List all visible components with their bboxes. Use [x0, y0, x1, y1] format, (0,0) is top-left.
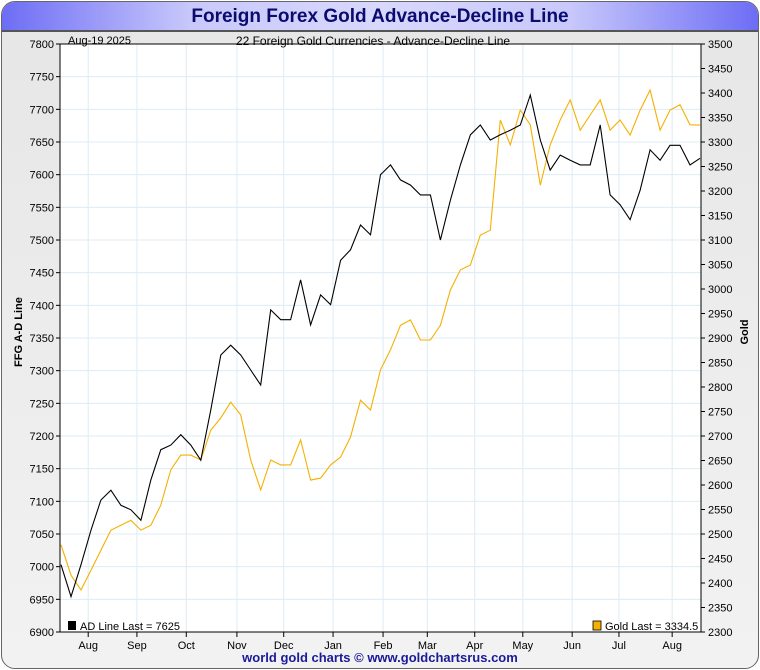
y-right-tick-label: 2350: [708, 603, 732, 615]
x-tick-label: Jan: [324, 640, 342, 652]
y-right-tick-label: 2750: [708, 407, 732, 419]
y-right-tick-label: 2650: [708, 456, 732, 468]
y-right-tick-label: 3350: [708, 113, 732, 125]
y-right-tick-label: 2900: [708, 333, 732, 345]
y-left-tick-label: 7400: [30, 300, 54, 312]
x-tick-label: Mar: [418, 640, 437, 652]
date-label: Aug-19 2025: [68, 35, 131, 47]
y-right-tick-label: 3450: [708, 64, 732, 76]
y-left-tick-label: 6950: [30, 594, 54, 606]
y-right-tick-label: 3050: [708, 260, 732, 272]
plot-border: [59, 43, 702, 633]
y-left-tick-label: 7350: [30, 333, 54, 345]
y-left-tick-label: 7200: [30, 431, 54, 443]
y-right-tick-label: 2600: [708, 480, 732, 492]
y-left-tick-label: 7250: [30, 398, 54, 410]
y-left-tick-label: 7600: [30, 170, 54, 182]
series-line-ad-line: [60, 92, 701, 599]
x-tick-label: Feb: [374, 640, 393, 652]
y-right-axis-label: Gold: [739, 319, 751, 344]
legend-ad-line: AD Line Last = 7625: [80, 621, 180, 633]
y-left-tick-label: 7800: [30, 39, 54, 51]
y-left-tick-label: 7300: [30, 366, 54, 378]
footer-credit: world gold charts © www.goldchartsrus.co…: [242, 650, 518, 665]
x-tick-label: Apr: [466, 640, 483, 652]
y-right-tick-label: 2800: [708, 382, 732, 394]
x-tick-label: May: [512, 640, 533, 652]
y-right-tick-label: 3150: [708, 211, 732, 223]
y-right-tick-label: 2400: [708, 578, 732, 590]
y-left-tick-label: 7050: [30, 529, 54, 541]
y-right-tick-label: 3000: [708, 284, 732, 296]
y-right-tick-label: 3500: [708, 39, 732, 51]
y-left-tick-label: 7700: [30, 104, 54, 116]
y-right-tick-label: 2700: [708, 431, 732, 443]
chart-main-title: Foreign Forex Gold Advance-Decline Line: [191, 6, 569, 27]
y-right-tick-label: 3400: [708, 88, 732, 100]
x-tick-label: Jun: [563, 640, 581, 652]
y-left-tick-label: 7000: [30, 562, 54, 574]
title-bar: Foreign Forex Gold Advance-Decline Line: [2, 2, 758, 32]
legend-gold: Gold Last = 3334.5: [605, 621, 698, 633]
y-right-tick-label: 3100: [708, 235, 732, 247]
y-right-tick-label: 2950: [708, 309, 732, 321]
x-tick-label: Aug: [662, 640, 682, 652]
y-left-tick-label: 7100: [30, 496, 54, 508]
x-tick-label: Aug: [78, 640, 98, 652]
y-left-tick-label: 7750: [30, 72, 54, 84]
y-right-tick-label: 2850: [708, 358, 732, 370]
chart-subtitle: 22 Foreign Gold Currencies - Advance-Dec…: [236, 34, 510, 48]
y-left-axis-label: FFG A-D Line: [13, 297, 25, 367]
y-right-tick-label: 2550: [708, 505, 732, 517]
legend-swatch-gold: [592, 620, 602, 631]
y-right-tick-label: 3300: [708, 137, 732, 149]
series-line-gold: [60, 88, 701, 591]
y-left-tick-label: 7500: [30, 235, 54, 247]
x-tick-label: Dec: [274, 640, 294, 652]
y-right-tick-label: 2500: [708, 529, 732, 541]
legend-swatch-ad-line: [68, 621, 76, 630]
y-right-tick-label: 3250: [708, 162, 732, 174]
y-right-tick-label: 2450: [708, 554, 732, 566]
y-right-tick-label: 3200: [708, 186, 732, 198]
y-left-tick-label: 7150: [30, 464, 54, 476]
y-right-tick-label: 2300: [708, 627, 732, 639]
y-left-tick-label: 7650: [30, 137, 54, 149]
x-tick-label: Sep: [127, 640, 147, 652]
y-left-tick-label: 7450: [30, 268, 54, 280]
x-tick-label: Oct: [178, 640, 195, 652]
x-tick-label: Nov: [227, 640, 247, 652]
y-left-tick-label: 7550: [30, 202, 54, 214]
y-left-tick-label: 6900: [30, 627, 54, 639]
x-tick-label: Jul: [612, 640, 626, 652]
